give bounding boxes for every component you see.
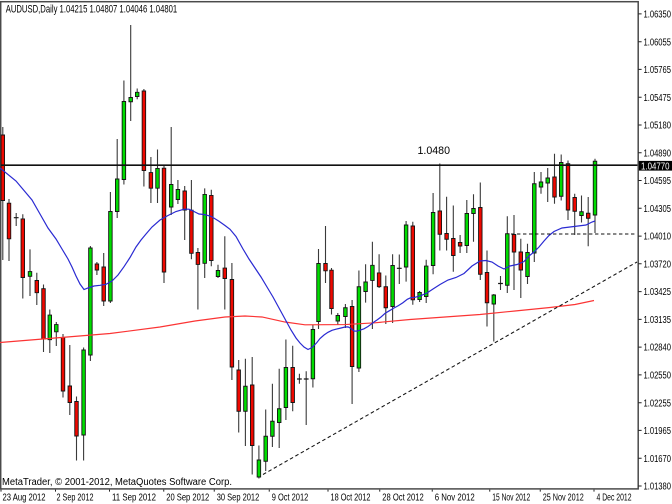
svg-text:1.04305: 1.04305 [644,204,672,215]
svg-text:30 Sep 2012: 30 Sep 2012 [217,492,260,503]
svg-text:15 Nov 2012: 15 Nov 2012 [492,492,530,503]
svg-text:1.01380: 1.01380 [644,482,672,493]
svg-text:1.01670: 1.01670 [644,454,672,465]
svg-text:1.02840: 1.02840 [644,343,672,354]
svg-text:1.03135: 1.03135 [644,315,672,326]
svg-text:1.03720: 1.03720 [644,259,672,270]
svg-text:2 Sep 2012: 2 Sep 2012 [57,492,94,503]
svg-text:1.04770: 1.04770 [641,161,670,172]
svg-text:1.0480: 1.0480 [418,145,451,157]
svg-text:1.01965: 1.01965 [644,426,672,437]
svg-text:MetaTrader, © 2001-2012, MetaQ: MetaTrader, © 2001-2012, MetaQuotes Soft… [2,477,232,488]
svg-text:1.06350: 1.06350 [644,10,672,21]
svg-text:1.03425: 1.03425 [644,287,672,298]
svg-text:23 Aug 2012: 23 Aug 2012 [3,492,46,503]
svg-text:1.02550: 1.02550 [644,371,672,382]
svg-text:18 Oct 2012: 18 Oct 2012 [331,492,371,503]
svg-text:11 Sep 2012: 11 Sep 2012 [112,492,156,503]
svg-text:28 Oct 2012: 28 Oct 2012 [382,492,424,503]
svg-text:1.04890: 1.04890 [644,148,672,159]
svg-text:25 Nov 2012: 25 Nov 2012 [543,492,584,503]
svg-text:1.05765: 1.05765 [644,65,672,76]
svg-text:1.04010: 1.04010 [644,232,672,243]
svg-text:1.02255: 1.02255 [644,398,672,409]
svg-text:1.05180: 1.05180 [644,121,672,132]
svg-text:6 Nov 2012: 6 Nov 2012 [435,492,475,503]
svg-text:AUDUSD,Daily 1.04215 1.04807: AUDUSD,Daily 1.04215 1.04807 1.04046 1.0… [6,4,178,16]
svg-text:20 Sep 2012: 20 Sep 2012 [166,492,209,503]
svg-text:9 Oct 2012: 9 Oct 2012 [272,492,309,503]
svg-text:1.05475: 1.05475 [644,93,672,104]
svg-text:1.06055: 1.06055 [644,37,672,48]
svg-text:1.04595: 1.04595 [644,176,672,187]
svg-text:4 Dec 2012: 4 Dec 2012 [597,492,632,503]
